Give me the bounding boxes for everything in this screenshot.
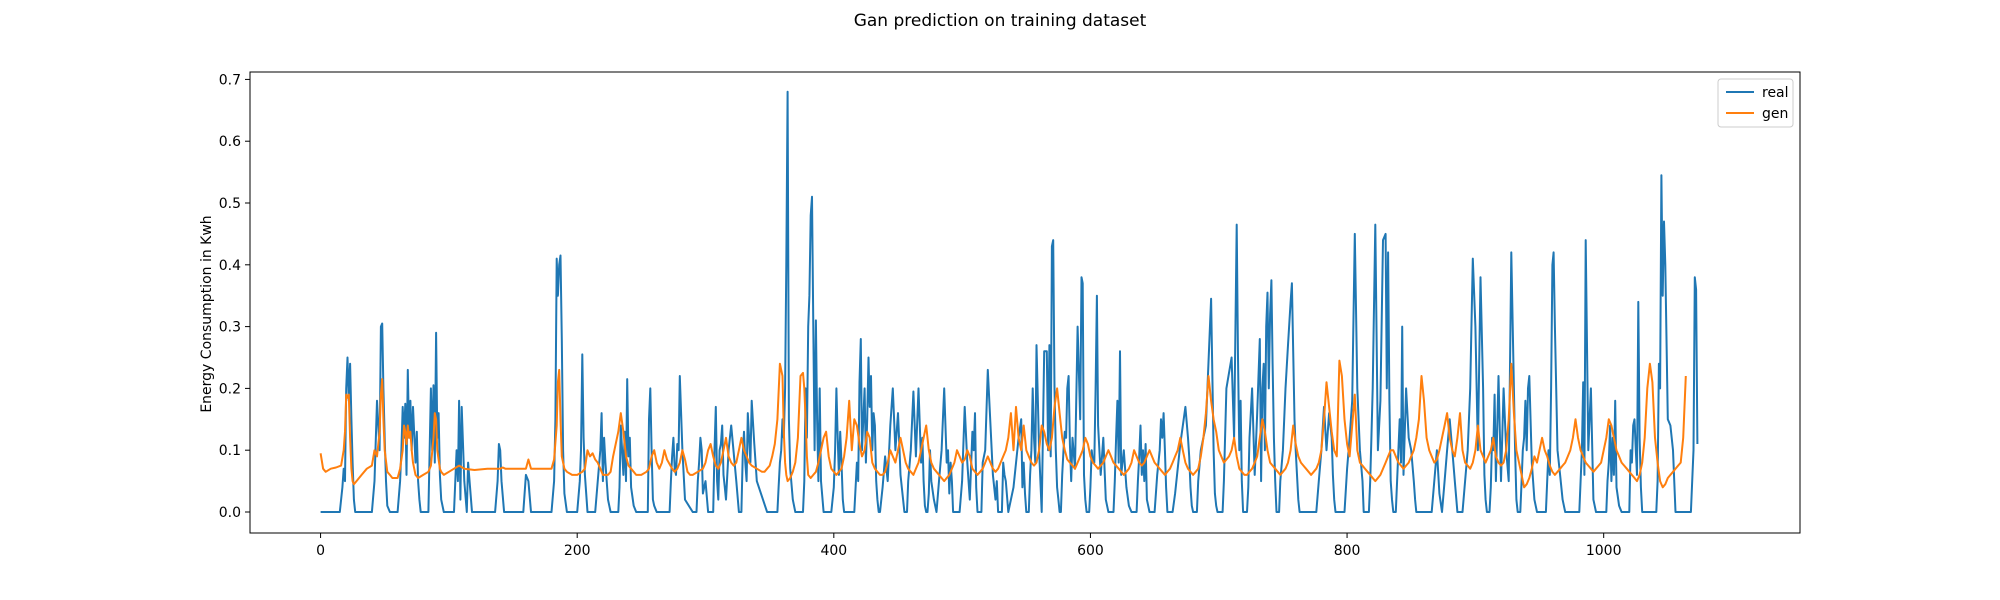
y-tick-label: 0.5 — [219, 196, 241, 212]
y-tick-label: 0.3 — [219, 320, 241, 336]
x-tick-label: 200 — [564, 543, 591, 559]
legend-label-real: real — [1762, 85, 1789, 101]
y-tick-label: 0.0 — [219, 505, 241, 521]
x-tick-label: 1000 — [1586, 543, 1622, 559]
legend: real gen — [1718, 79, 1793, 127]
y-axis-label: Energy Consumption in Kwh — [199, 215, 215, 412]
y-tick-label: 0.4 — [219, 258, 241, 274]
y-tick-label: 0.6 — [219, 134, 241, 150]
x-tick-label: 400 — [820, 543, 847, 559]
x-tick-label: 600 — [1077, 543, 1104, 559]
chart-title: Gan prediction on training dataset — [854, 11, 1147, 31]
plot-layer — [321, 92, 1698, 512]
y-tick-label: 0.2 — [219, 381, 241, 397]
y-tick-label: 0.1 — [219, 443, 241, 459]
y-tick-label: 0.7 — [219, 72, 241, 88]
legend-label-gen: gen — [1762, 106, 1788, 122]
plot-frame — [250, 72, 1800, 533]
x-tick-label: 800 — [1334, 543, 1361, 559]
x-tick-label: 0 — [316, 543, 325, 559]
